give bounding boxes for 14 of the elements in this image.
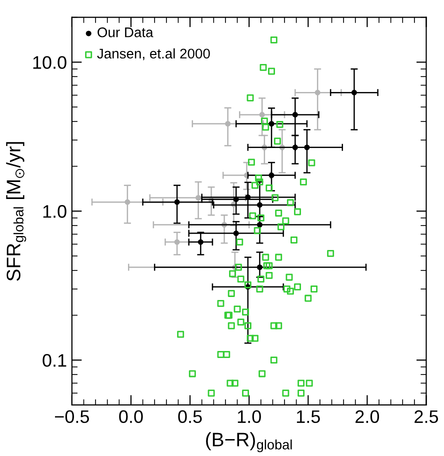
legend-label: Jansen, et.al 2000: [97, 48, 210, 60]
x-axis-title: (B−R)$_{global}$: [206, 432, 292, 452]
x-tick-label: 1.5: [296, 410, 320, 424]
y-tick-label: 1.0: [43, 205, 66, 218]
x-tick-label: 0.0: [119, 410, 143, 424]
y-tick-label: 10.0: [33, 56, 66, 69]
y-axis-title: SFR$_{global}$ [M$_{⊙}$/yr]: [6, 142, 26, 281]
y-tick-label: 0.1: [42, 354, 66, 367]
x-tick-label: −0.5: [55, 410, 89, 424]
legend-label: Our Data: [98, 27, 154, 38]
x-tick-label: 1.0: [238, 410, 261, 424]
x-tick-label: 2.0: [356, 410, 380, 424]
x-tick-label: 0.5: [178, 410, 202, 424]
x-tick-label: 2.5: [414, 410, 438, 424]
